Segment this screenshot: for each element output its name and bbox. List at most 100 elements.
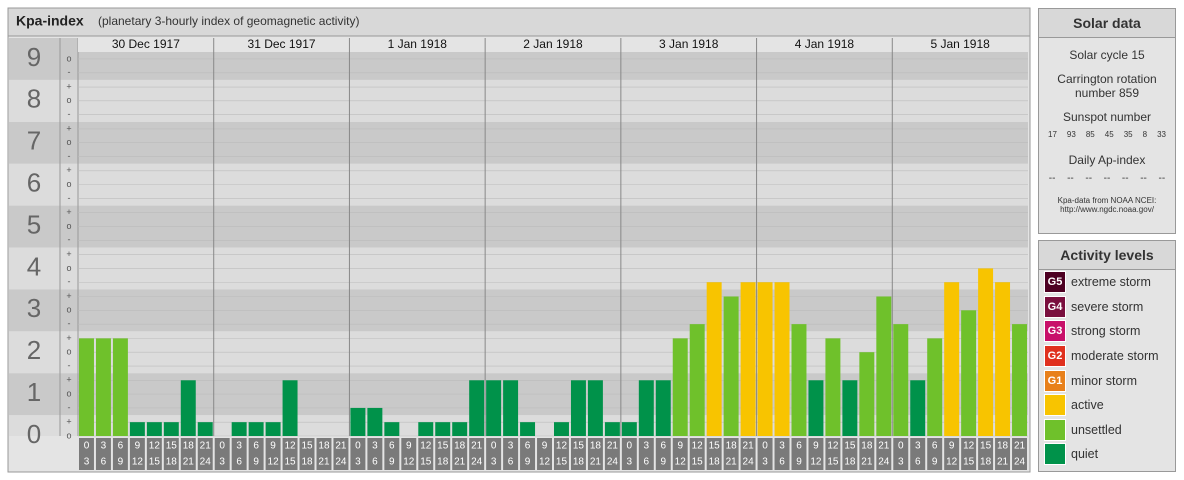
hour-end: 3 [355, 457, 361, 468]
hour-start: 0 [762, 441, 768, 452]
minor-tick-label: + [66, 249, 71, 259]
bar [893, 324, 909, 436]
hour-start: 3 [508, 441, 514, 452]
level-swatch: G4 [1044, 295, 1066, 318]
hour-start: 15 [980, 441, 992, 452]
hour-end: 9 [932, 457, 938, 468]
bar [282, 380, 298, 436]
hour-cell [214, 438, 230, 470]
bar [146, 422, 162, 436]
hour-start: 6 [118, 441, 124, 452]
hour-start: 9 [542, 441, 548, 452]
level: G5 extreme storm [1039, 270, 1175, 295]
bar [927, 338, 943, 436]
hour-start: 18 [590, 441, 602, 452]
hour-cell [910, 438, 926, 470]
hour-start: 3 [236, 441, 242, 452]
minor-tick-label: - [68, 402, 71, 412]
hour-cell [808, 438, 824, 470]
hour-start: 3 [372, 441, 378, 452]
hour-start: 12 [827, 441, 839, 452]
hour-cell [604, 438, 620, 470]
hour-cell [944, 438, 960, 470]
hour-cell [503, 438, 519, 470]
bar [604, 422, 620, 436]
kp-chart: Kpa-index (planetary 3-hourly index of g… [7, 7, 1031, 473]
hour-end: 3 [219, 457, 225, 468]
minor-tick-label: o [66, 430, 71, 440]
hour-start: 3 [644, 441, 650, 452]
bar [961, 310, 977, 436]
bar [367, 407, 383, 436]
minor-tick-label: - [68, 193, 71, 203]
hour-start: 18 [318, 441, 330, 452]
minor-tick-label: - [68, 67, 71, 77]
bar [995, 282, 1011, 436]
bar [231, 422, 247, 436]
bar [248, 422, 264, 436]
hour-end: 15 [420, 457, 432, 468]
hour-cell [367, 438, 383, 470]
hour-end: 3 [762, 457, 768, 468]
y-tick-label: 5 [27, 209, 41, 239]
hour-end: 21 [318, 457, 330, 468]
hour-start: 0 [627, 441, 633, 452]
bar [740, 282, 756, 436]
hour-start: 3 [101, 441, 107, 452]
sunspot: 8 [1142, 130, 1148, 139]
hour-cell [995, 438, 1011, 470]
hour-start: 18 [861, 441, 873, 452]
hour-cell [95, 438, 111, 470]
minor-tick-label: o [66, 263, 71, 273]
hour-end: 24 [607, 457, 619, 468]
hour-end: 15 [284, 457, 296, 468]
hour-end: 6 [101, 457, 107, 468]
level-swatch: G2 [1044, 345, 1066, 368]
hour-start: 15 [844, 441, 856, 452]
sunspot-row: 17 93 85 45 35 8 33 [1039, 130, 1175, 139]
hour-end: 12 [946, 457, 958, 468]
level-label: unsettled [1071, 422, 1122, 437]
hour-cell [418, 438, 434, 470]
hour-cell [621, 438, 637, 470]
hour-start: 21 [335, 441, 347, 452]
level-label: strong storm [1071, 324, 1141, 339]
minor-tick-label: o [66, 179, 71, 189]
hour-start: 9 [406, 441, 412, 452]
date-label: 31 Dec 1917 [248, 37, 316, 51]
hour-cell [859, 438, 875, 470]
hour-cell [876, 438, 892, 470]
ap-value: -- [1121, 173, 1129, 184]
hour-cell [672, 438, 688, 470]
date-header [485, 38, 621, 52]
date-label: 5 Jan 1918 [930, 37, 990, 51]
hour-start: 6 [796, 441, 802, 452]
bar [791, 324, 807, 436]
hour-start: 12 [963, 441, 975, 452]
hour-end: 21 [997, 457, 1009, 468]
hour-cell [723, 438, 739, 470]
minor-tick-label: o [66, 305, 71, 315]
date-header [349, 38, 486, 52]
hour-start: 15 [709, 441, 721, 452]
y-tick-label: 8 [27, 84, 41, 114]
ap-value: -- [1103, 173, 1111, 184]
hour-end: 24 [471, 457, 483, 468]
hour-start: 12 [149, 441, 161, 452]
y-tick-label: 0 [27, 419, 41, 449]
bar [944, 282, 960, 436]
hour-end: 21 [861, 457, 873, 468]
bar [689, 324, 705, 436]
hour-start: 0 [84, 441, 90, 452]
y-tick-label: 3 [27, 293, 41, 323]
bar [655, 380, 671, 436]
hour-start: 12 [420, 441, 432, 452]
hour-start: 6 [932, 441, 938, 452]
hour-start: 21 [200, 441, 212, 452]
hour-cell [248, 438, 264, 470]
minor-tick-label: + [66, 165, 71, 175]
bar [503, 380, 519, 436]
solar-data: Solar data Solar cycle 15 Carrington rot… [1038, 8, 1176, 234]
date-header [78, 38, 214, 52]
hour-start: 21 [878, 441, 890, 452]
